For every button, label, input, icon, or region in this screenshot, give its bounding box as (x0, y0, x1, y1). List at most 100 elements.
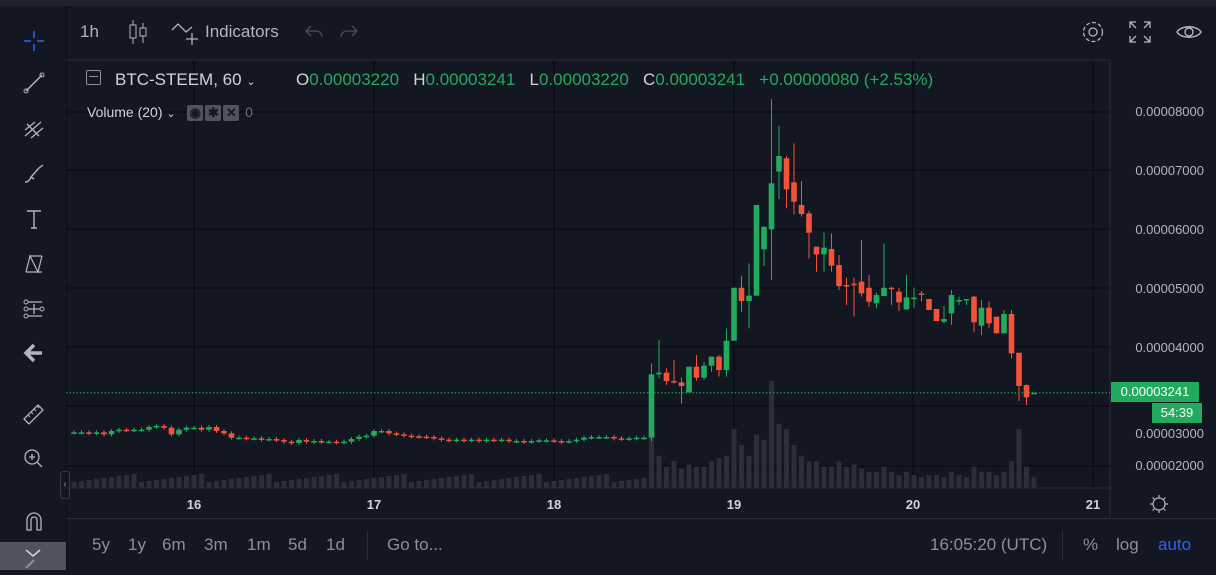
pattern-tool[interactable] (17, 247, 51, 281)
indicators-button[interactable]: Indicators (205, 22, 279, 41)
candle-body (963, 299, 970, 301)
candle-body (513, 441, 520, 443)
axis-settings-icon[interactable] (1148, 493, 1170, 515)
percent-toggle[interactable]: % (1083, 535, 1099, 554)
candle-body (1031, 392, 1037, 395)
symbol-title[interactable]: BTC-STEEM, 60 ⌄ (115, 70, 256, 90)
volume-label[interactable]: Volume (20) (87, 104, 163, 120)
prediction-tool[interactable] (17, 292, 51, 326)
volume-bar (791, 445, 797, 488)
collapse-toolbar-button[interactable]: ‹ (60, 471, 70, 499)
range-1m[interactable]: 1m (247, 535, 271, 554)
candle-body (176, 429, 182, 435)
candle-body (941, 319, 947, 322)
range-3m[interactable]: 3m (204, 535, 228, 554)
brush-tool[interactable] (17, 156, 51, 190)
interval-button[interactable]: 1h (80, 22, 99, 41)
volume-bar (881, 466, 887, 488)
candle-body (746, 295, 752, 302)
volume-bar (101, 478, 107, 488)
range-6m[interactable]: 6m (162, 535, 186, 554)
symbol-label: BTC-STEEM, 60 (115, 70, 242, 89)
text-tool[interactable] (17, 202, 51, 236)
candle-body (86, 432, 92, 434)
clock[interactable]: 16:05:20 (UTC) (930, 535, 1048, 554)
volume-bar (596, 475, 602, 488)
lock-drawing-tool[interactable] (0, 542, 66, 570)
candle-body (678, 382, 685, 386)
ruler-tool[interactable] (17, 396, 51, 430)
collapse-legend-icon[interactable] (86, 70, 101, 85)
auto-toggle[interactable]: auto (1158, 535, 1192, 554)
settings-icon[interactable]: ✱ (205, 105, 222, 122)
candle-body (948, 295, 955, 314)
volume-bar (439, 478, 444, 488)
volume-bar (176, 477, 182, 488)
range-1d[interactable]: 1d (326, 535, 345, 554)
volume-bar (131, 474, 137, 488)
eye-icon[interactable] (1175, 22, 1203, 42)
chevron-down-icon[interactable]: ⌄ (166, 108, 176, 120)
log-toggle[interactable]: log (1116, 535, 1139, 554)
candle-body (738, 287, 745, 302)
fib-tool[interactable] (17, 112, 51, 146)
candle-body (303, 440, 310, 442)
range-5d[interactable]: 5d (288, 535, 307, 554)
candle-body (213, 427, 220, 432)
volume-bar (754, 434, 759, 488)
magnet-tool[interactable] (17, 504, 51, 538)
volume-bar (896, 475, 902, 488)
candle-body (198, 427, 205, 430)
candle-body (671, 381, 677, 383)
candles-icon[interactable] (126, 18, 150, 46)
zoom-tool[interactable] (17, 442, 51, 476)
volume-bar (919, 477, 924, 488)
settings-icon[interactable] (1080, 19, 1106, 45)
trendline-tool[interactable] (17, 66, 51, 100)
volume-bar (701, 466, 707, 488)
candle-body (776, 156, 782, 172)
redo-icon[interactable] (338, 22, 360, 42)
candle-body (348, 439, 355, 442)
volume-bar (281, 481, 287, 488)
remove-drawings-tool[interactable] (17, 336, 51, 370)
candle-body (903, 297, 910, 310)
candle-body (93, 432, 100, 434)
price-tick: 0.00003000 (1135, 426, 1204, 441)
candle-body (641, 437, 647, 440)
trendline-icon (23, 72, 45, 94)
candle-body (273, 439, 280, 441)
candle-body (633, 437, 640, 440)
fullscreen-icon[interactable] (1128, 20, 1152, 44)
candle-body (378, 431, 385, 433)
goto-button[interactable]: Go to... (387, 535, 443, 554)
volume-bar (416, 481, 422, 488)
time-tick: 16 (186, 497, 202, 512)
volume-bar (664, 466, 669, 488)
candle-body (551, 440, 557, 442)
volume-bar (349, 481, 354, 488)
candle-body (723, 340, 730, 371)
volume-bar (544, 482, 549, 488)
close-icon[interactable]: ✕ (223, 105, 240, 122)
indicators-icon[interactable] (170, 20, 200, 46)
candle-body (393, 433, 400, 435)
volume-bar (619, 481, 624, 488)
visibility-icon[interactable]: ◉ (187, 105, 204, 122)
volume-bar (739, 445, 744, 488)
volume-bar (889, 471, 894, 488)
undo-icon[interactable] (303, 22, 325, 42)
candle-body (708, 356, 715, 366)
range-1y[interactable]: 1y (128, 535, 146, 554)
crosshair-icon (24, 31, 44, 51)
range-5y[interactable]: 5y (92, 535, 110, 554)
candle-body (911, 297, 917, 300)
candle-body (528, 441, 535, 443)
crosshair-tool[interactable] (17, 24, 51, 58)
volume-bar (761, 439, 767, 488)
candle-body (866, 287, 872, 302)
volume-bar (731, 429, 737, 488)
candle-body (333, 441, 340, 444)
volume-bar (326, 475, 332, 488)
